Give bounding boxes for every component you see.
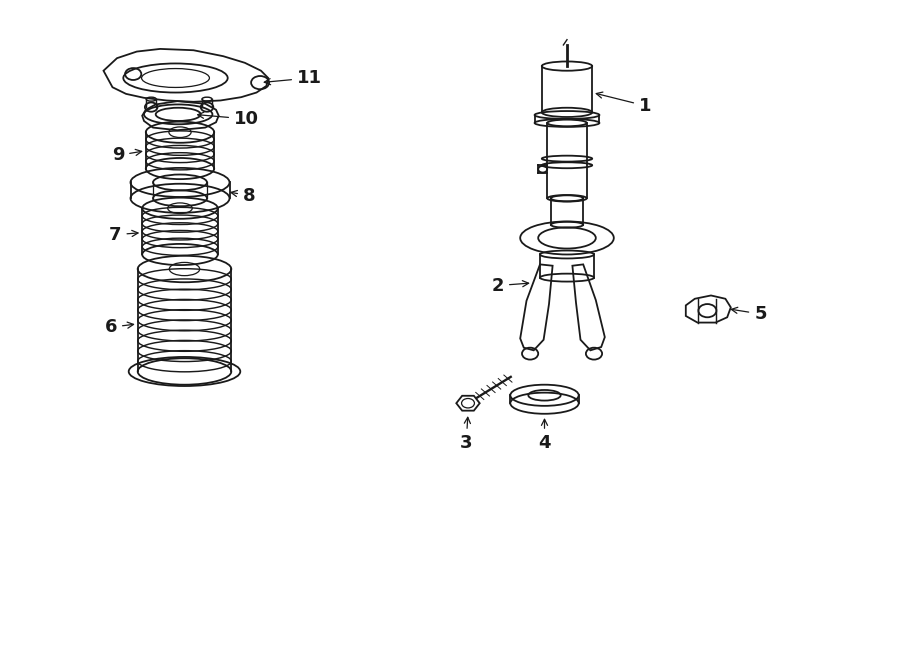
Text: 10: 10	[198, 110, 259, 128]
Text: 7: 7	[109, 225, 138, 244]
Text: 11: 11	[265, 69, 322, 87]
Text: 2: 2	[491, 276, 528, 295]
Text: 4: 4	[538, 419, 551, 452]
Text: 8: 8	[231, 186, 256, 205]
Text: 6: 6	[104, 318, 133, 336]
Text: 1: 1	[597, 92, 652, 115]
Text: 5: 5	[732, 305, 767, 323]
Text: 3: 3	[460, 417, 473, 452]
Text: 9: 9	[112, 146, 141, 165]
